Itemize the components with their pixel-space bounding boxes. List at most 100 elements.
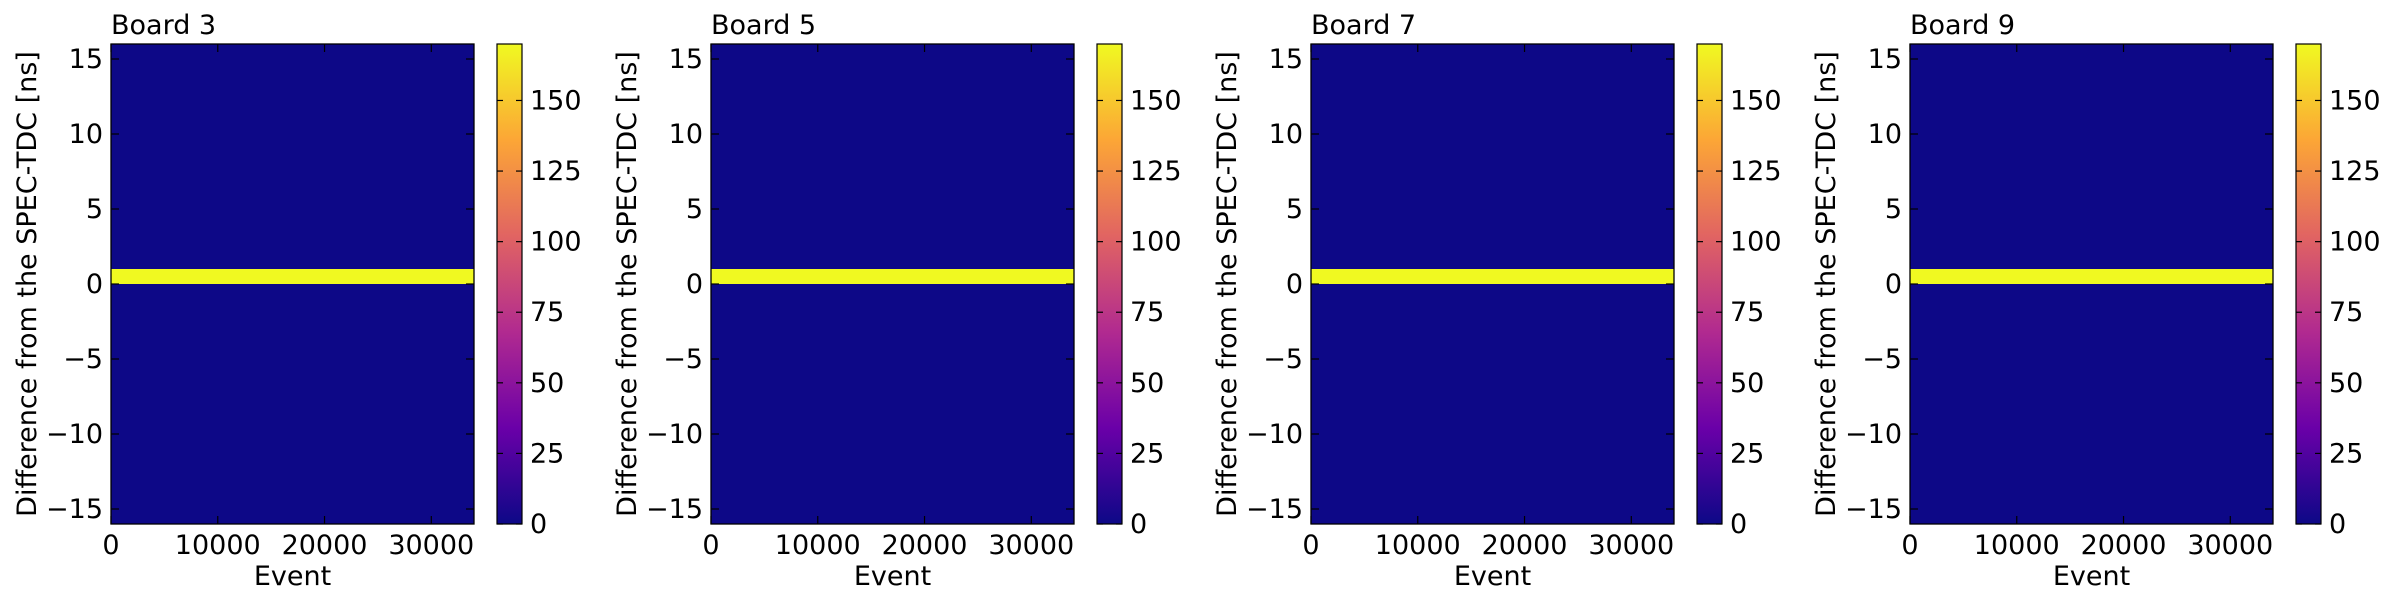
x-tick-label: 0 [102,530,119,561]
x-tick-label: 10000 [1974,530,2060,561]
colorbar-tick-label: 25 [1730,438,1764,469]
x-tick-label: 0 [1901,530,1918,561]
y-tick-label: 10 [669,119,703,150]
x-tick-label: 20000 [2081,530,2167,561]
y-tick-label: 10 [1269,119,1303,150]
colorbar-tick-label: 0 [2329,509,2346,540]
y-tick-label: 15 [1269,44,1303,75]
y-tick-label: −10 [1246,419,1303,450]
y-tick-label: 15 [669,44,703,75]
y-axis-label: Difference from the SPEC-TDC [ns] [612,51,643,517]
y-tick-label: −5 [663,344,703,375]
colorbar-tick-label: 50 [2329,368,2363,399]
x-tick-label: 30000 [988,530,1074,561]
heatmap-band [711,269,1074,284]
heatmap-band [111,269,474,284]
colorbar-fill [497,44,522,524]
y-tick-label: −5 [63,344,103,375]
colorbar-tick-label: 125 [530,156,582,187]
y-tick-label: 5 [686,194,703,225]
chart-panel-3: 0 10000 20000 30000 −15 −10 −5 0 5 10 15 Board 9 Eve… [1811,10,2381,592]
y-tick-label: 10 [69,119,103,150]
colorbar-fill [1697,44,1722,524]
colorbar-tick-label: 100 [530,227,582,258]
colorbar-tick-label: 100 [1730,227,1782,258]
x-tick-label: 0 [1302,530,1319,561]
chart-title: Board 9 [1910,10,2015,41]
colorbar-fill [2296,44,2321,524]
colorbar-tick-label: 125 [1130,156,1182,187]
colorbar-tick-label: 125 [2329,156,2381,187]
x-tick-label: 0 [702,530,719,561]
y-tick-label: −10 [1845,419,1902,450]
colorbar-tick-label: 125 [1730,156,1782,187]
colorbar-tick-label: 0 [1730,509,1747,540]
y-axis-label: Difference from the SPEC-TDC [ns] [1212,51,1243,517]
x-axis-label: Event [854,561,931,592]
x-tick-label: 30000 [388,530,474,561]
chart-title: Board 3 [111,10,216,41]
x-axis-label: Event [1454,561,1531,592]
y-tick-label: 0 [86,269,103,300]
colorbar-tick-label: 75 [1730,297,1764,328]
colorbar-tick-label: 100 [2329,227,2381,258]
y-tick-label: −15 [1845,494,1902,525]
y-tick-label: −15 [1246,494,1303,525]
y-tick-label: 15 [69,44,103,75]
x-tick-label: 20000 [1482,530,1568,561]
x-tick-label: 10000 [775,530,861,561]
heatmap-band [1910,269,2273,284]
y-tick-label: 5 [1885,194,1902,225]
colorbar-frame [1096,43,1123,525]
colorbar-tick-label: 150 [1730,85,1782,116]
y-tick-label: −15 [646,494,703,525]
y-tick-label: 0 [686,269,703,300]
chart-title: Board 7 [1311,10,1416,41]
y-tick-label: 15 [1868,44,1902,75]
colorbar-tick-label: 25 [530,438,564,469]
y-tick-label: −5 [1862,344,1902,375]
x-tick-label: 10000 [1375,530,1461,561]
y-tick-label: −10 [646,419,703,450]
colorbar-tick-label: 50 [530,368,564,399]
y-axis-label: Difference from the SPEC-TDC [ns] [12,51,43,517]
x-tick-label: 30000 [2187,530,2273,561]
colorbar-tick-label: 150 [2329,85,2381,116]
y-axis-label: Difference from the SPEC-TDC [ns] [1811,51,1842,517]
colorbar-tick-label: 75 [530,297,564,328]
colorbar-tick-label: 25 [1130,438,1164,469]
colorbar-tick-label: 150 [1130,85,1182,116]
colorbar-frame [2295,43,2322,525]
y-tick-label: −5 [1263,344,1303,375]
y-tick-label: 10 [1868,119,1902,150]
colorbar-tick-label: 150 [530,85,582,116]
x-axis-label: Event [2053,561,2130,592]
colorbar-tick-label: 50 [1730,368,1764,399]
y-tick-label: 5 [86,194,103,225]
colorbar-tick-label: 100 [1130,227,1182,258]
x-tick-label: 30000 [1588,530,1674,561]
colorbar-tick-label: 75 [1130,297,1164,328]
heatmap-band [1311,269,1674,284]
colorbar-tick-label: 75 [2329,297,2363,328]
colorbar-tick-label: 0 [530,509,547,540]
y-tick-label: −15 [46,494,103,525]
colorbar-frame [1696,43,1723,525]
y-tick-label: −10 [46,419,103,450]
chart-panel-1: 0 10000 20000 30000 −15 −10 −5 0 5 10 15 Board 5 Eve… [612,10,1182,592]
y-tick-label: 0 [1885,269,1902,300]
chart-panel-2: 0 10000 20000 30000 −15 −10 −5 0 5 10 15 Board 7 Eve… [1212,10,1782,592]
y-tick-label: 0 [1286,269,1303,300]
chart-title: Board 5 [711,10,816,41]
x-axis-label: Event [254,561,331,592]
x-tick-label: 10000 [175,530,261,561]
x-tick-label: 20000 [882,530,968,561]
chart-panel-0: 0 10000 20000 30000 −15 −10 −5 0 5 10 15 Board 3 Eve… [12,10,582,592]
colorbar-frame [496,43,523,525]
colorbar-tick-label: 25 [2329,438,2363,469]
y-tick-label: 5 [1286,194,1303,225]
colorbar-tick-label: 0 [1130,509,1147,540]
x-tick-label: 20000 [282,530,368,561]
